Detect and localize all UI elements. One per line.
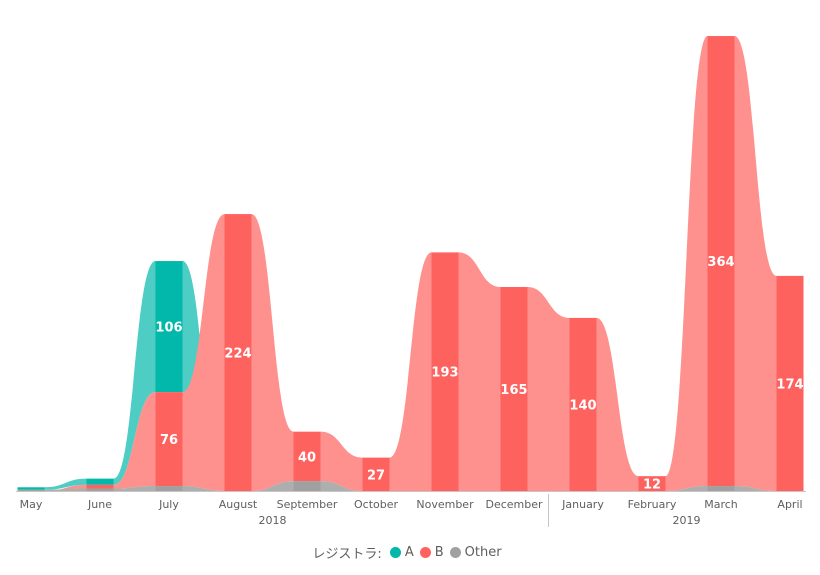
ribbon-chart: 106 76 224 40 27 193 165 140 12 364 174 May June Jul… (16, 36, 806, 527)
legend-title: レジストラ: (312, 546, 382, 562)
ribbon-b-4 (320, 431, 363, 491)
bar-b-3 (224, 214, 252, 492)
x-axis: May June July August September October Novembe… (16, 491, 806, 527)
legend-marker-a (389, 546, 401, 558)
ribbon-other-3 (251, 481, 294, 491)
tick-label-3: August (219, 498, 258, 511)
data-label-b-5: 27 (367, 468, 385, 483)
ribbon-b-2 (182, 214, 225, 491)
tick-label-5: October (354, 498, 398, 511)
ribbon-b-7 (527, 287, 570, 491)
tick-label-6: November (416, 498, 474, 511)
data-label-b-4: 40 (298, 450, 316, 465)
ribbon-b-5 (389, 252, 432, 491)
legend-item-a[interactable]: A (389, 544, 414, 560)
ribbon-other-0 (44, 488, 87, 491)
bar-b-6 (431, 252, 459, 491)
ribbon-b-3 (251, 214, 294, 492)
legend-label-a: A (404, 544, 414, 560)
tick-label-11: April (777, 498, 802, 511)
year-label-1: 2019 (673, 514, 701, 527)
bar-b-1 (86, 484, 114, 489)
data-label-b-10: 364 (707, 255, 734, 270)
ribbon-a-1 (113, 261, 156, 485)
legend: レジストラ: A B Other (0, 542, 820, 562)
data-label-b-7: 165 (500, 383, 527, 398)
tick-label-9: February (628, 498, 677, 511)
tick-label-4: September (277, 498, 338, 511)
tick-label-2: July (158, 498, 179, 511)
bar-a-0 (17, 487, 45, 490)
bar-a-2 (155, 261, 183, 393)
legend-item-other[interactable]: Other (449, 544, 502, 560)
data-label-b-9: 12 (643, 478, 661, 493)
tick-label-1: June (87, 498, 112, 511)
tick-label-10: March (704, 498, 738, 511)
bar-b-4 (293, 431, 321, 482)
legend-marker-b (419, 546, 431, 558)
ribbon-other-9 (665, 486, 708, 491)
data-label-b-8: 140 (569, 398, 596, 413)
ribbon-other-1 (113, 486, 156, 491)
ribbon-b-6 (458, 252, 501, 491)
ribbons-layer (44, 36, 777, 492)
ribbon-b-9 (665, 36, 708, 492)
ribbon-a-0 (44, 478, 87, 490)
bar-b-5 (362, 457, 390, 491)
bar-b-11 (776, 275, 804, 491)
ribbon-b-1 (113, 392, 156, 489)
legend-label-b: B (434, 544, 444, 560)
bar-a-1 (86, 478, 114, 485)
data-label-b-6: 193 (431, 366, 458, 381)
data-label-a-2: 106 (155, 321, 182, 336)
tick-label-0: May (20, 498, 43, 511)
bars-layer (17, 36, 804, 492)
ribbon-other-2 (182, 486, 225, 491)
data-label-b-2: 76 (160, 433, 178, 448)
bar-b-10 (707, 36, 735, 487)
bar-other-10 (707, 486, 735, 491)
data-label-b-3: 224 (224, 347, 251, 362)
ribbon-other-4 (320, 481, 363, 491)
legend-marker-other (449, 546, 461, 558)
bar-b-2 (155, 392, 183, 487)
ribbon-other-10 (734, 486, 777, 491)
bar-other-2 (155, 486, 183, 491)
legend-item-b[interactable]: B (419, 544, 444, 560)
legend-label-other: Other (464, 544, 502, 560)
ribbon-b-10 (734, 36, 777, 492)
bar-other-0 (17, 489, 45, 491)
bar-b-7 (500, 287, 528, 491)
tick-label-8: January (561, 498, 604, 511)
data-label-b-11: 174 (776, 377, 803, 392)
ribbon-b-8 (596, 317, 639, 491)
tick-label-7: December (485, 498, 543, 511)
bar-other-1 (86, 488, 114, 491)
bar-b-8 (569, 317, 597, 491)
ribbon-b-0 (44, 484, 87, 491)
bar-b-9 (638, 476, 666, 491)
year-label-0: 2018 (259, 514, 287, 527)
data-labels-layer: 106 76 224 40 27 193 165 140 12 364 174 (155, 255, 803, 493)
bar-other-4 (293, 481, 321, 491)
